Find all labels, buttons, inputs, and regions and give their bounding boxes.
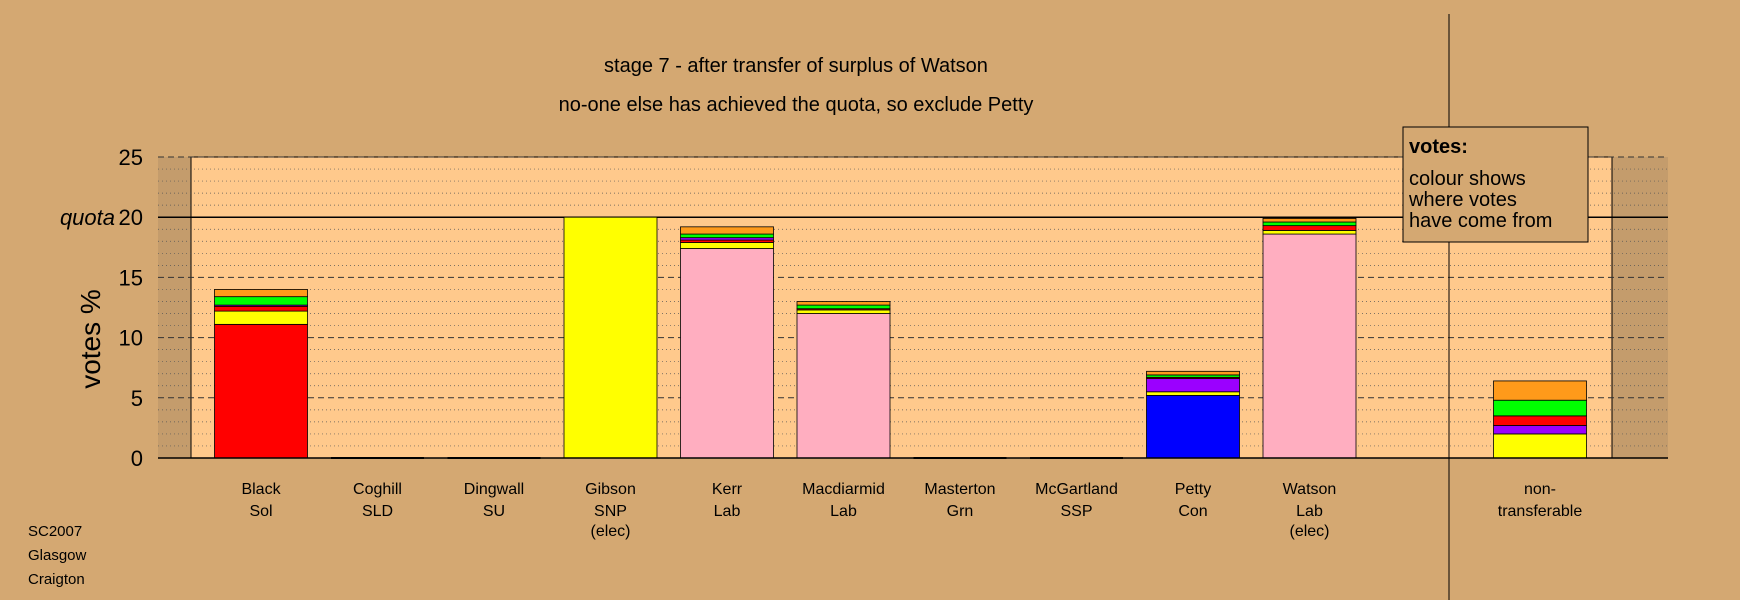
x-tick-label: Con — [1178, 503, 1207, 520]
bar-segment — [214, 296, 308, 306]
x-tick-label: Black — [241, 481, 281, 498]
x-tick-label: Sol — [249, 503, 272, 520]
bar-segment — [680, 248, 774, 459]
source-line: SC2007 — [28, 523, 82, 540]
bar-segment — [680, 242, 774, 249]
legend-line: colour shows — [1409, 168, 1526, 190]
x-tick-label: Watson — [1283, 481, 1337, 498]
y-axis-label: votes % — [75, 289, 106, 389]
y-tick-label: 5 — [131, 386, 143, 411]
x-tick-label: Lab — [714, 503, 741, 520]
bar-segment — [796, 309, 891, 314]
x-tick-label: (elec) — [590, 523, 630, 540]
bar-segment — [1493, 433, 1587, 459]
bar-stack — [1493, 380, 1587, 459]
y-tick-label: 10 — [119, 326, 143, 351]
bar-segment — [214, 310, 308, 325]
bars — [158, 216, 1668, 459]
x-tick-label: non- — [1524, 481, 1556, 498]
x-tick-label: Grn — [947, 503, 974, 520]
bar-segment — [1493, 380, 1587, 401]
bar-stack — [1146, 370, 1240, 459]
x-tick-label: Lab — [1296, 503, 1323, 520]
y-tick-label: 0 — [131, 446, 143, 471]
x-tick-label: Coghill — [353, 481, 402, 498]
bar-segment — [1146, 370, 1240, 376]
y-tick-label: 20 — [119, 205, 143, 230]
bar-segment — [214, 289, 308, 298]
legend-title: votes: — [1409, 136, 1468, 158]
y-tick-label: 15 — [119, 265, 143, 290]
bar-stack — [1262, 218, 1357, 459]
x-tick-label: Petty — [1175, 481, 1211, 498]
legend-line: where votes — [1408, 189, 1517, 211]
bar-stack — [563, 216, 658, 459]
plot-inner-background — [190, 156, 1613, 459]
x-tick-label: Masterton — [924, 481, 995, 498]
y-tick-label: 25 — [119, 145, 143, 170]
chart-subtitle: no-one else has achieved the quota, so e… — [559, 94, 1034, 116]
bar-segment — [1262, 230, 1357, 235]
bar-stack — [214, 289, 308, 459]
source-line: Glasgow — [28, 547, 87, 564]
chart-title: stage 7 - after transfer of surplus of W… — [604, 55, 988, 77]
legend-line: have come from — [1409, 210, 1552, 232]
bar-segment — [1146, 391, 1240, 396]
bar-segment — [796, 313, 891, 459]
x-tick-label: SNP — [594, 503, 627, 520]
x-tick-label: transferable — [1498, 503, 1583, 520]
x-tick-label: Dingwall — [464, 481, 524, 498]
x-tick-label: SSP — [1060, 503, 1092, 520]
bar-segment — [1493, 399, 1587, 417]
bar-segment — [1262, 225, 1357, 231]
bar-segment — [1262, 233, 1357, 459]
legend-box — [1402, 126, 1589, 243]
x-tick-label: (elec) — [1289, 523, 1329, 540]
bar-segment — [214, 305, 308, 312]
x-tick-label: Macdiarmid — [802, 481, 885, 498]
bar-stack — [796, 301, 891, 459]
bar-segment — [1493, 415, 1587, 426]
x-tick-label: Lab — [830, 503, 857, 520]
bar-segment — [1146, 378, 1240, 393]
bar-segment — [1262, 218, 1357, 223]
bar-segment — [563, 216, 658, 459]
bar-segment — [796, 301, 891, 306]
x-tick-label: McGartland — [1035, 481, 1118, 498]
x-tick-label: Kerr — [712, 481, 743, 498]
bar-segment — [214, 323, 308, 459]
bar-segment — [1146, 394, 1240, 459]
bar-stack — [680, 226, 774, 459]
bar-segment — [680, 226, 774, 235]
bar-segment — [796, 304, 891, 310]
bar-segment — [1262, 221, 1357, 227]
bar-segment — [1493, 425, 1587, 435]
x-tick-label: SU — [483, 503, 505, 520]
bar-segment — [680, 233, 774, 239]
x-axis-labels: Black Sol Coghill SLD Dingwall SU Gibson SNP (el… — [241, 481, 1582, 540]
source-line: Craigton — [28, 571, 85, 588]
x-tick-label: Gibson — [585, 481, 636, 498]
y-axis: 0 5 10 15 20 25 quota — [60, 145, 143, 471]
x-tick-label: SLD — [362, 503, 393, 520]
quota-label: quota — [60, 205, 115, 230]
